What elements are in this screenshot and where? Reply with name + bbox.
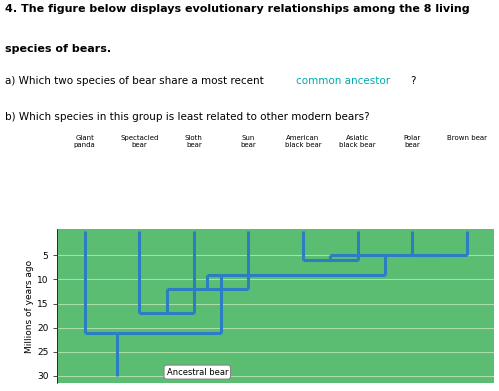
Text: common ancestor: common ancestor	[296, 76, 390, 86]
Y-axis label: Millions of years ago: Millions of years ago	[25, 259, 34, 353]
Text: Brown bear: Brown bear	[447, 135, 487, 140]
Text: Sloth
bear: Sloth bear	[185, 135, 203, 147]
Text: ?: ?	[410, 76, 415, 86]
Text: a) Which two species of bear share a most recent: a) Which two species of bear share a mos…	[5, 76, 267, 86]
Text: Sun
bear: Sun bear	[241, 135, 256, 147]
Text: Ancestral bear: Ancestral bear	[167, 368, 228, 377]
Text: Polar
bear: Polar bear	[404, 135, 421, 147]
Text: b) Which species in this group is least related to other modern bears?: b) Which species in this group is least …	[5, 113, 370, 122]
Text: Giant
panda: Giant panda	[74, 135, 95, 147]
Text: Asiatic
black bear: Asiatic black bear	[339, 135, 376, 147]
Text: 4. The figure below displays evolutionary relationships among the 8 living: 4. The figure below displays evolutionar…	[5, 4, 470, 14]
Text: American
black bear: American black bear	[284, 135, 321, 147]
Text: Spectacled
bear: Spectacled bear	[120, 135, 159, 147]
Text: species of bears.: species of bears.	[5, 45, 111, 54]
